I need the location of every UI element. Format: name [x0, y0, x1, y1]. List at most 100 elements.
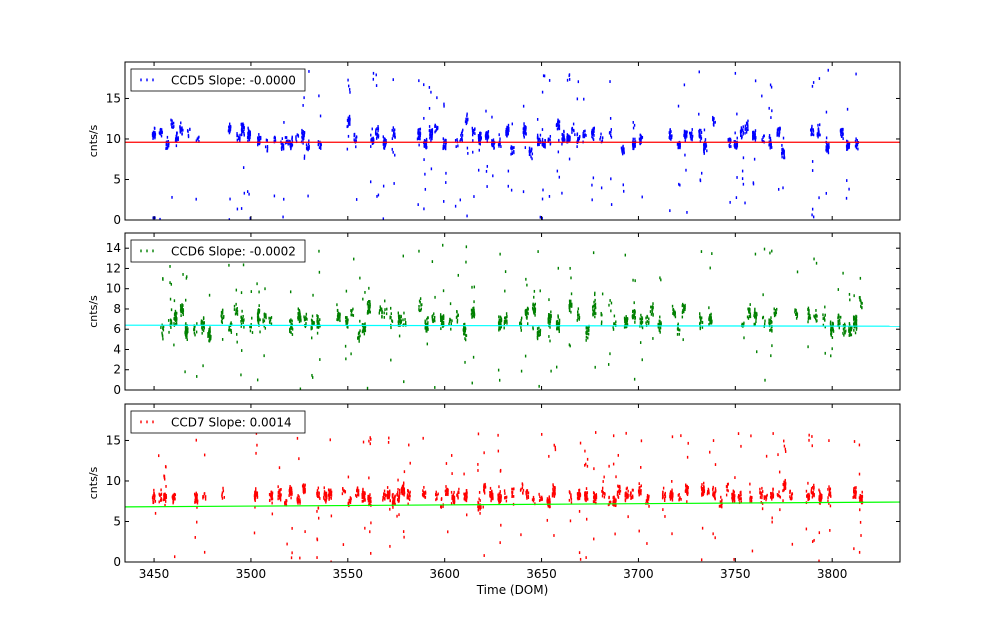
- data-point: [826, 142, 828, 146]
- data-point: [465, 334, 468, 338]
- data-point: [477, 508, 480, 512]
- data-point: [678, 498, 680, 502]
- data-point: [342, 487, 344, 491]
- data-point: [601, 486, 604, 490]
- data-point: [297, 317, 299, 321]
- data-point: [701, 492, 703, 496]
- data-point: [526, 495, 528, 498]
- data-point: [593, 310, 596, 314]
- data-point: [289, 142, 291, 146]
- data-point: [603, 475, 605, 479]
- data-point: [855, 321, 858, 325]
- data-point: [256, 496, 259, 499]
- data-point: [704, 138, 707, 141]
- data-point: [784, 482, 787, 486]
- data-point: [749, 490, 751, 494]
- data-point: [249, 133, 252, 137]
- data-point: [392, 126, 395, 130]
- data-point: [816, 132, 819, 136]
- data-point: [369, 436, 371, 440]
- data-point: [497, 449, 500, 453]
- data-point: [522, 190, 525, 194]
- data-point: [242, 319, 245, 322]
- data-point: [390, 316, 392, 319]
- data-point: [523, 135, 525, 139]
- data-point: [855, 137, 857, 141]
- data-point: [839, 315, 842, 319]
- data-point: [771, 344, 773, 348]
- data-point: [526, 283, 528, 287]
- data-point: [402, 492, 404, 496]
- data-point: [531, 147, 533, 151]
- data-point: [254, 505, 256, 509]
- data-point: [609, 131, 611, 134]
- data-point: [303, 485, 305, 489]
- data-point: [602, 136, 604, 140]
- data-point: [352, 307, 354, 311]
- data-point: [187, 330, 189, 334]
- data-point: [442, 315, 445, 319]
- data-point: [689, 131, 692, 135]
- data-point: [585, 499, 587, 503]
- data-point: [631, 488, 634, 492]
- data-point: [669, 133, 671, 137]
- data-point: [710, 318, 712, 322]
- data-point: [498, 327, 500, 331]
- data-point: [317, 486, 320, 490]
- data-point: [858, 472, 861, 476]
- data-point: [753, 322, 755, 326]
- data-point: [472, 139, 474, 142]
- data-point: [524, 146, 527, 150]
- data-point: [423, 493, 425, 497]
- data-point: [781, 151, 783, 155]
- data-point: [558, 120, 561, 124]
- data-point: [297, 316, 299, 320]
- data-point: [616, 490, 619, 494]
- data-point: [420, 303, 422, 307]
- data-point: [223, 495, 226, 499]
- data-point: [592, 132, 594, 136]
- data-point: [705, 144, 708, 148]
- data-point: [524, 311, 527, 314]
- data-point: [533, 311, 535, 315]
- data-point: [271, 501, 273, 505]
- data-point: [519, 321, 522, 325]
- data-point: [363, 497, 365, 501]
- data-point: [298, 320, 301, 324]
- data-point: [548, 335, 550, 338]
- data-point: [708, 491, 710, 495]
- data-point: [270, 495, 272, 499]
- data-point: [282, 215, 284, 219]
- data-point: [670, 490, 673, 494]
- data-point: [390, 312, 392, 316]
- data-point: [632, 278, 634, 282]
- data-point: [858, 443, 861, 447]
- data-point: [815, 261, 818, 265]
- data-point: [453, 490, 455, 494]
- data-point: [646, 498, 648, 502]
- data-point: [702, 487, 705, 490]
- data-point: [594, 315, 596, 319]
- data-point: [383, 493, 385, 496]
- data-point: [426, 317, 428, 321]
- data-point: [778, 128, 780, 131]
- data-point: [363, 495, 366, 499]
- data-point: [539, 495, 541, 499]
- data-point: [752, 132, 755, 135]
- data-point: [512, 495, 515, 498]
- data-point: [185, 331, 188, 334]
- data-point: [727, 139, 730, 143]
- data-point: [776, 131, 778, 135]
- data-point: [408, 443, 410, 447]
- data-point: [522, 127, 525, 131]
- data-point: [367, 494, 370, 498]
- data-point: [807, 481, 809, 485]
- data-point: [855, 486, 857, 489]
- data-point: [162, 337, 164, 341]
- data-point: [504, 492, 506, 495]
- data-point: [617, 495, 619, 498]
- data-point: [423, 83, 425, 87]
- data-point: [744, 201, 746, 205]
- data-point: [347, 121, 350, 125]
- data-point: [240, 315, 243, 319]
